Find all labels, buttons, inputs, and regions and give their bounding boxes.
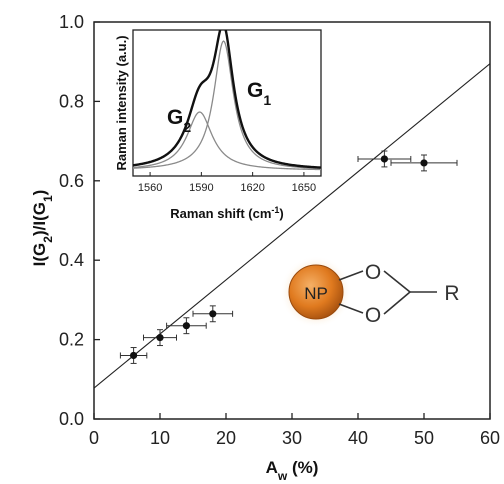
data-marker xyxy=(182,322,190,330)
x-tick-label: 10 xyxy=(150,428,170,448)
main-y-axis-label: I(G2)/I(G1) xyxy=(30,190,55,267)
data-marker xyxy=(156,334,164,342)
y-tick-label: 0.2 xyxy=(59,330,84,350)
x-tick-label: 30 xyxy=(282,428,302,448)
data-marker xyxy=(380,155,388,163)
data-marker xyxy=(130,351,138,360)
data-marker xyxy=(209,310,217,318)
inset-y-axis-label: Raman intensity (a.u.) xyxy=(114,35,129,170)
data-point xyxy=(192,305,234,323)
x-tick-label: 60 xyxy=(480,428,500,448)
inset-g1-component-curve xyxy=(133,40,321,170)
inset-g2-component-curve xyxy=(133,111,321,171)
bond-np-o-bottom xyxy=(338,303,364,314)
oxygen-top-label: O xyxy=(365,261,381,284)
x-tick-label: 20 xyxy=(216,428,236,448)
inset-x-tick-label: 1590 xyxy=(189,182,213,194)
bond-np-o-top xyxy=(338,270,364,281)
np-label: NP xyxy=(304,284,328,303)
x-tick-label: 50 xyxy=(414,428,434,448)
nanoparticle-sphere xyxy=(288,264,344,320)
data-marker xyxy=(420,159,428,167)
x-tick-label: 40 xyxy=(348,428,368,448)
oxygen-bottom-label: O xyxy=(365,304,381,327)
np-carboxylate-structure: NP O O R xyxy=(280,256,460,328)
y-tick-label: 0.8 xyxy=(59,91,84,111)
r-group-label: R xyxy=(444,282,459,305)
y-tick-label: 1.0 xyxy=(59,12,84,32)
data-point xyxy=(166,317,207,335)
inset-x-tick-label: 1620 xyxy=(240,182,264,194)
peak-label-g2: G2 xyxy=(167,106,191,135)
bond-o-bottom-c xyxy=(383,291,411,315)
y-tick-label: 0.0 xyxy=(59,409,84,429)
main-x-ticks: 0 10 20 30 40 50 60 xyxy=(89,413,500,448)
data-point xyxy=(119,347,148,364)
bond-o-top-c xyxy=(383,270,411,293)
main-x-axis-label: Aw (%) xyxy=(266,458,319,483)
inset-x-ticks: 1560 1590 1620 1650 xyxy=(138,172,316,194)
data-point xyxy=(357,150,412,168)
inset-x-axis-label: Raman shift (cm-1) xyxy=(170,205,284,221)
y-tick-label: 0.4 xyxy=(59,250,84,270)
x-tick-label: 0 xyxy=(89,428,99,448)
y-tick-label: 0.6 xyxy=(59,171,84,191)
peak-label-g1: G1 xyxy=(247,79,271,108)
main-y-ticks: 0.0 0.2 0.4 0.6 0.8 1.0 xyxy=(59,12,100,429)
inset-sum-curve xyxy=(133,30,321,169)
data-point xyxy=(143,329,177,347)
inset-x-tick-label: 1560 xyxy=(138,182,162,194)
main-data-points xyxy=(119,150,458,364)
inset-x-tick-label: 1650 xyxy=(292,182,316,194)
data-point xyxy=(390,154,458,172)
